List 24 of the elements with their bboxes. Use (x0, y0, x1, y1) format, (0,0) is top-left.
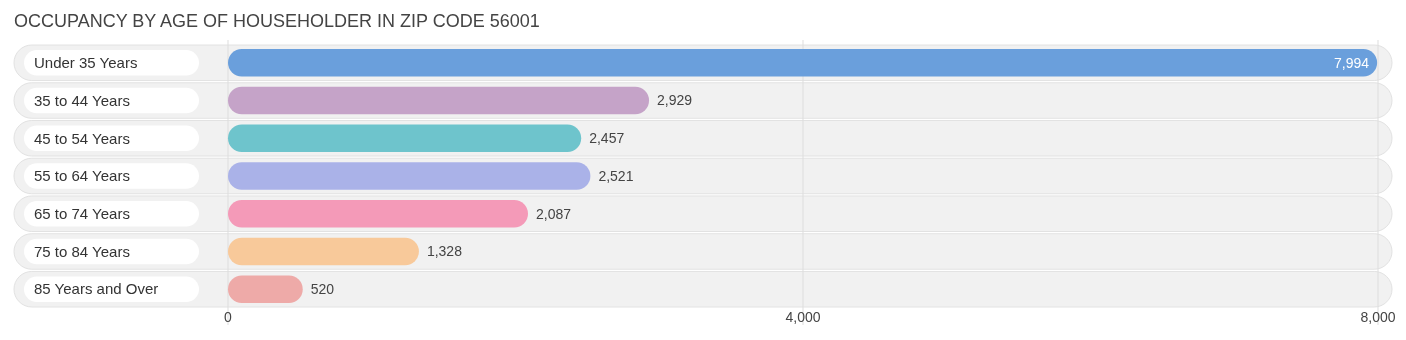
data-label: 7,994 (1334, 54, 1370, 71)
bar (228, 86, 650, 115)
x-tick-label: 0 (224, 309, 233, 325)
data-label: 520 (310, 281, 335, 298)
data-label: 1,328 (426, 243, 463, 260)
data-label: 2,457 (589, 130, 625, 147)
bar (228, 275, 303, 303)
data-label: 2,087 (536, 205, 572, 222)
bar (228, 199, 529, 228)
chart-title: OCCUPANCY BY AGE OF HOUSEHOLDER IN ZIP CODE 56001 (14, 11, 540, 31)
y-tick-label: 85 Years and Over (34, 280, 159, 298)
x-tick-label: 8,000 (1360, 309, 1396, 325)
y-tick-label: 45 to 54 Years (34, 129, 130, 147)
y-tick-label: 75 to 84 Years (34, 242, 130, 260)
y-tick-label: Under 35 Years (34, 54, 138, 72)
data-label: 2,521 (598, 167, 634, 184)
y-tick-label: 35 to 44 Years (34, 91, 130, 109)
data-label: 2,929 (657, 92, 693, 109)
y-tick-label: 55 to 64 Years (34, 167, 130, 185)
bar (228, 237, 419, 266)
bar (228, 124, 582, 153)
x-tick-label: 4,000 (785, 309, 821, 325)
y-tick-label: 65 to 74 Years (34, 204, 130, 222)
bar (228, 162, 591, 190)
